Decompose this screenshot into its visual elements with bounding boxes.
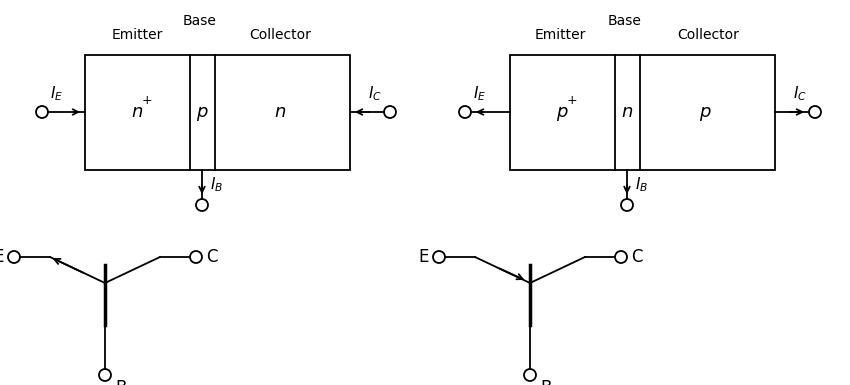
Text: Collector: Collector [677, 28, 739, 42]
Text: Collector: Collector [249, 28, 311, 42]
Text: n: n [621, 103, 632, 121]
Text: E: E [0, 248, 4, 266]
Text: Emitter: Emitter [111, 28, 162, 42]
Text: B: B [540, 379, 552, 385]
Text: n: n [131, 103, 143, 121]
Text: $I_E$: $I_E$ [473, 85, 486, 103]
Text: Base: Base [608, 14, 642, 28]
Text: B: B [115, 379, 127, 385]
Text: $I_B$: $I_B$ [210, 176, 224, 194]
Text: C: C [206, 248, 218, 266]
Bar [510, 55, 775, 170]
Text: p: p [556, 103, 568, 121]
Text: Base: Base [183, 14, 217, 28]
Text: $I_B$: $I_B$ [635, 176, 649, 194]
Text: p: p [700, 103, 711, 121]
Text: +: + [142, 94, 152, 107]
Text: n: n [275, 103, 286, 121]
Text: E: E [418, 248, 429, 266]
Text: +: + [567, 94, 577, 107]
Text: $I_C$: $I_C$ [368, 85, 382, 103]
Text: p: p [196, 103, 207, 121]
Text: $I_C$: $I_C$ [793, 85, 807, 103]
Text: $I_E$: $I_E$ [50, 85, 63, 103]
Text: C: C [631, 248, 643, 266]
Text: Emitter: Emitter [535, 28, 586, 42]
Bar [85, 55, 350, 170]
